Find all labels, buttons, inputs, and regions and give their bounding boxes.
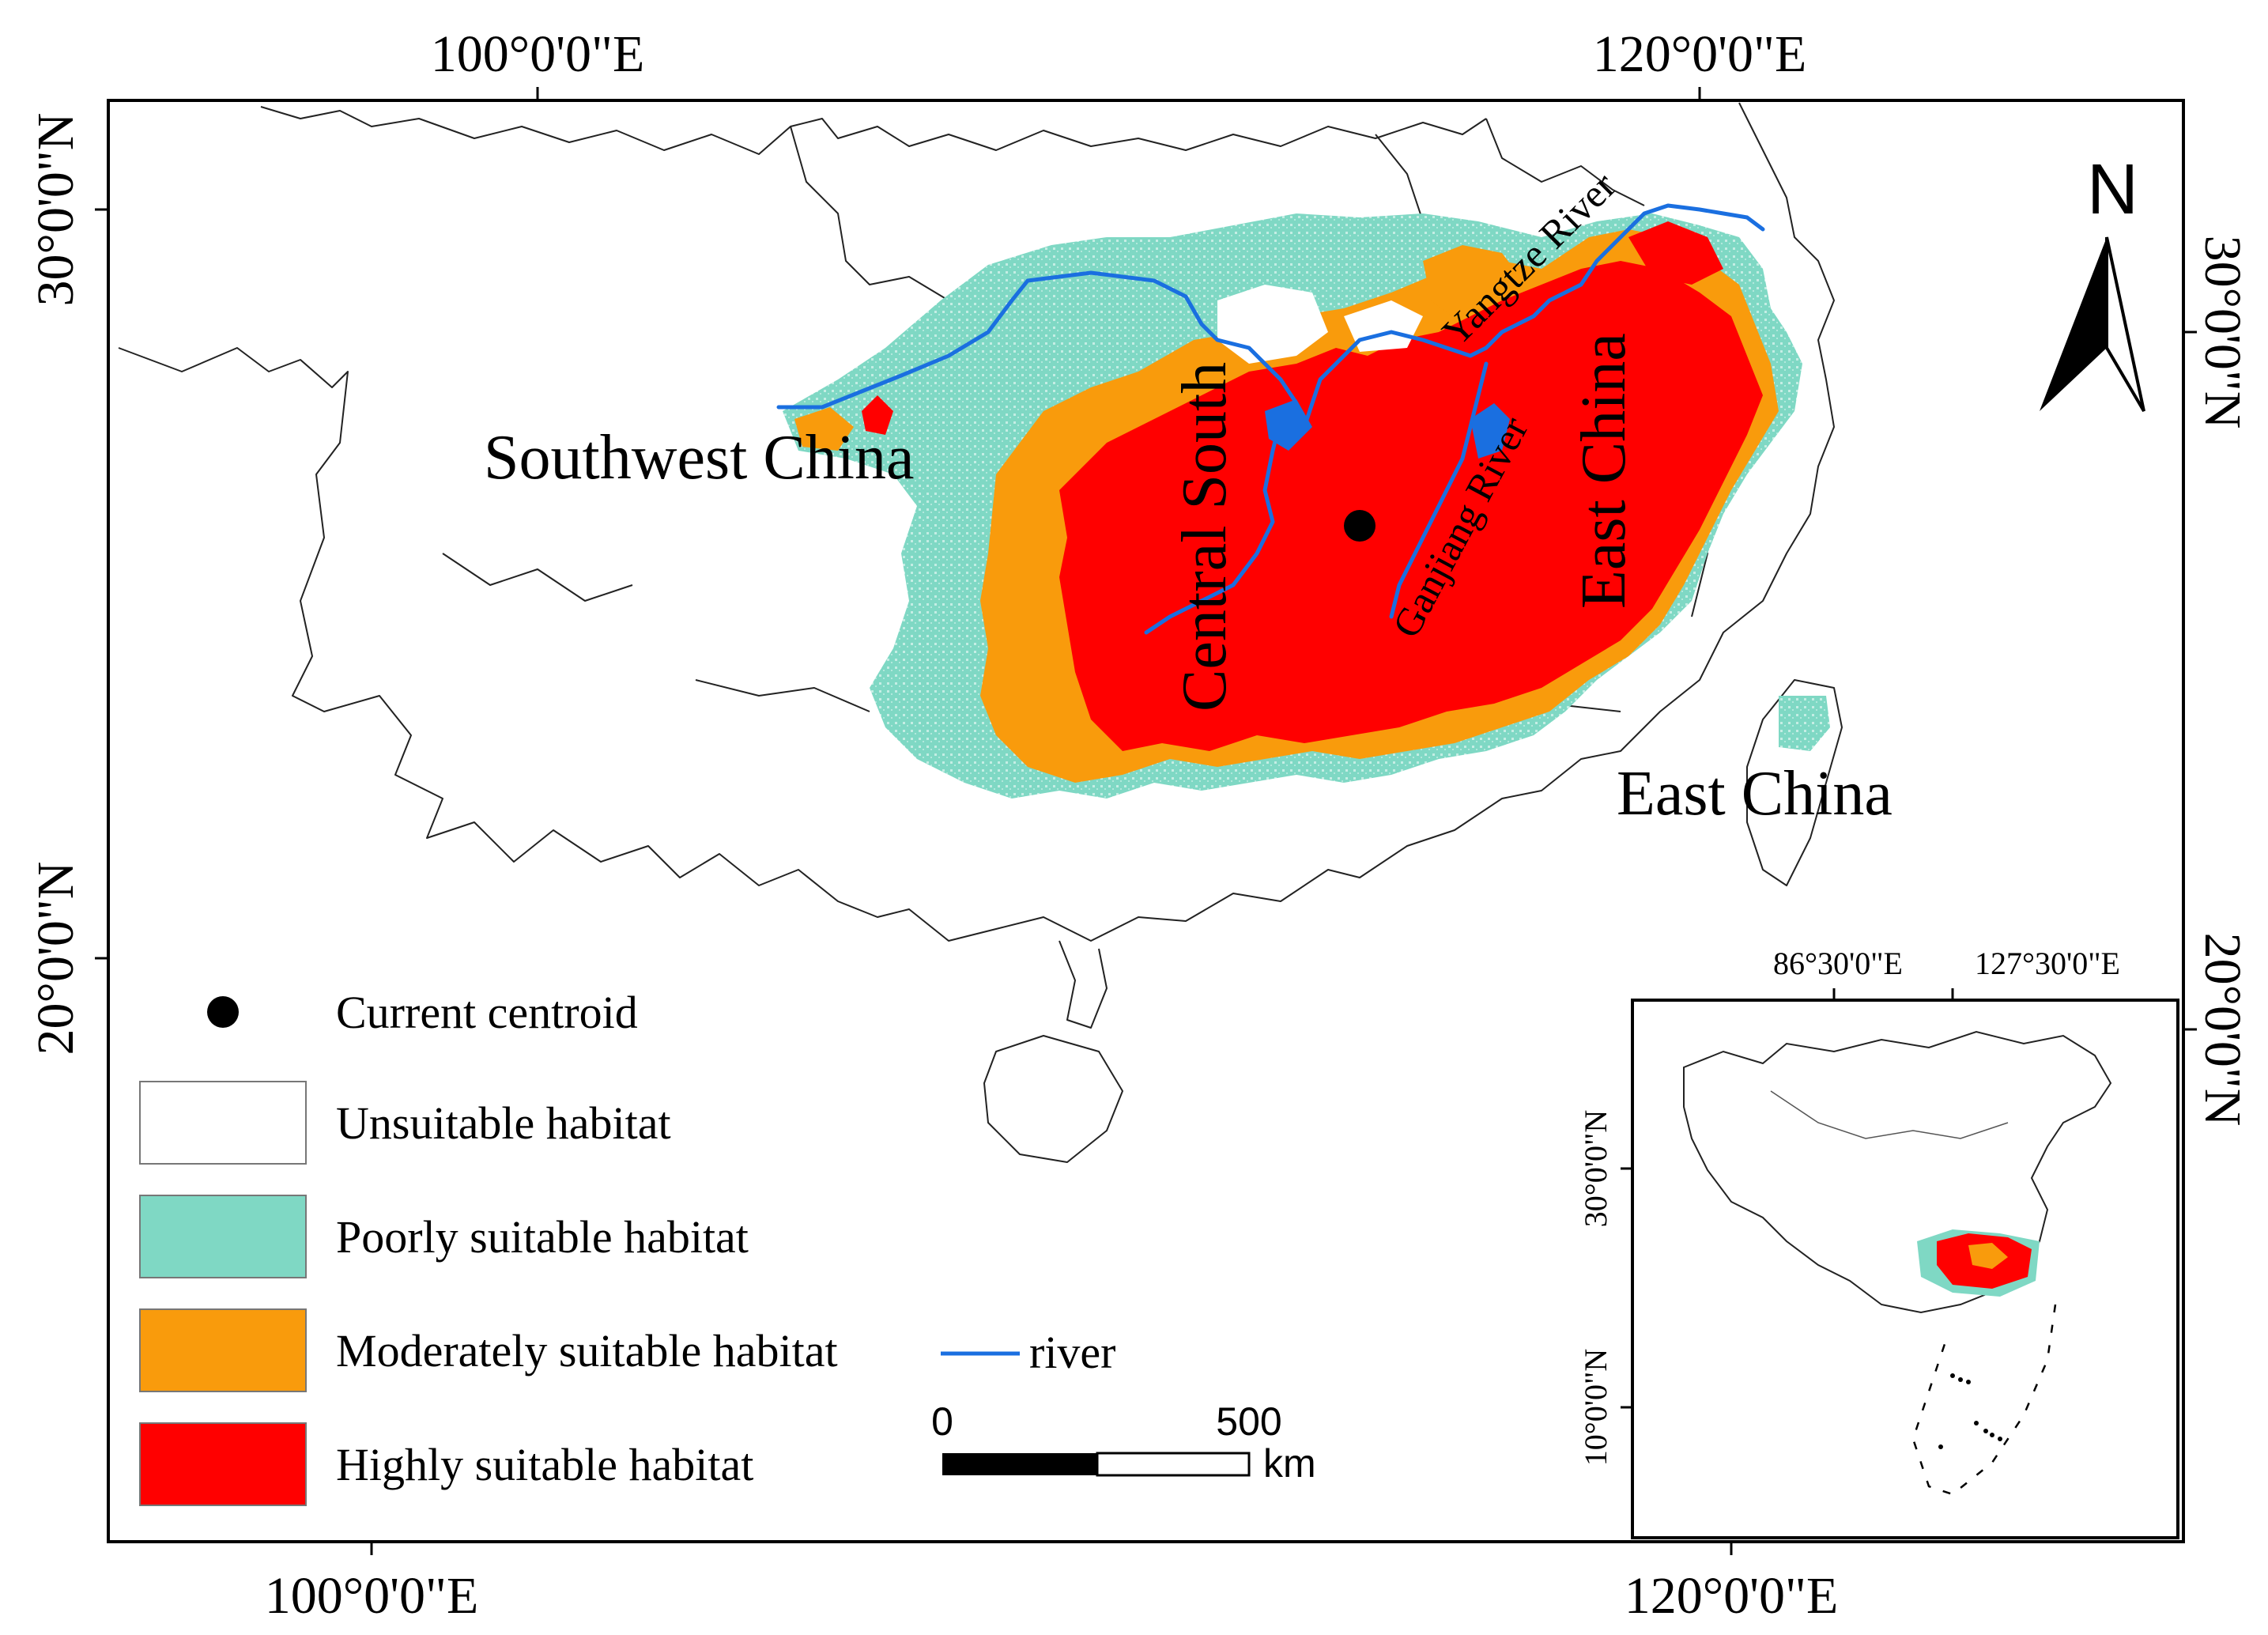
scale-bar-black-segment [942, 1453, 1097, 1475]
region-label-east-main: East China [1569, 333, 1639, 609]
region-label-southwest: Southwest China [484, 423, 914, 493]
china-outline [118, 102, 1835, 942]
current-centroid-marker [1344, 510, 1376, 542]
inset-coord-left-bottom: 10°0'0"N [1578, 1349, 1613, 1466]
scale-bar-white-segment [1096, 1452, 1251, 1477]
scale-bar: 0 500 km [931, 1399, 1316, 1486]
yangtze-river-line [776, 203, 1765, 429]
coord-top-left: 100°0'0"E [431, 25, 645, 83]
ganjiang-river-line [1389, 361, 1489, 619]
coord-right-top: 30°0'0"N [2194, 236, 2251, 429]
scale-bar-end: 500 [1216, 1399, 1281, 1444]
legend-poor-swatch [139, 1195, 307, 1278]
legend-unsuitable-label: Unsuitable habitat [336, 1097, 671, 1149]
legend-moderate-swatch [139, 1308, 307, 1392]
frame-ticks [95, 87, 2197, 1555]
legend-river-label: river [1029, 1327, 1116, 1378]
north-arrow-label: N [2087, 150, 2138, 229]
north-outline [260, 106, 1487, 155]
inset-nine-dash-line [1911, 1304, 2057, 1496]
inset-islands [1938, 1373, 2002, 1449]
inset-coord-top-right: 127°30'0"E [1975, 946, 2120, 981]
river-network [776, 203, 1765, 635]
north-arrow: N [2040, 150, 2145, 413]
inset-moderate-habitat [1968, 1243, 2008, 1269]
region-label-central-south: Central South [1170, 362, 1240, 712]
legend-centroid-label: Current centroid [336, 987, 638, 1038]
high-habitat-west [862, 395, 893, 435]
high-habitat-north [1628, 221, 1723, 285]
unsuitable-gap-dongting [1217, 285, 1328, 364]
taiwan-poor-habitat [1779, 696, 1830, 751]
moderate-habitat-west [794, 407, 854, 451]
inset-china-outline [1683, 1030, 2112, 1314]
scale-bar-unit: km [1263, 1441, 1316, 1486]
poyang-lake [1470, 403, 1510, 459]
legend-unsuitable-swatch [139, 1081, 307, 1165]
north-arrow-left-half [2040, 237, 2107, 411]
coord-left-bottom: 20°0'0"N [27, 862, 85, 1055]
region-label-east-taiwan: East China [1617, 759, 1893, 829]
coord-top-right: 120°0'0"E [1593, 25, 1807, 83]
inset-coord-left-top: 30°0'0"N [1578, 1110, 1613, 1227]
scale-bar-start: 0 [931, 1399, 953, 1444]
inset-map: 86°30'0"E 127°30'0"E 30°0'0"N 10°0'0"N [1578, 946, 2179, 1539]
legend-moderate-label: Moderately suitable habitat [336, 1325, 838, 1376]
inset-coord-top-left: 86°30'0"E [1773, 946, 1903, 981]
inset-ticks [1621, 988, 1954, 1409]
dongting-lake [1265, 399, 1312, 451]
map-body: Southwest China Central South East China… [118, 102, 2145, 1506]
coord-bottom-left: 100°0'0"E [265, 1567, 479, 1625]
coord-bottom-right: 120°0'0"E [1625, 1567, 1839, 1625]
legend-centroid-symbol [207, 996, 239, 1028]
inset-frame [1631, 999, 2179, 1539]
map-frame [107, 99, 2185, 1543]
legend-high-label: Highly suitable habitat [336, 1439, 753, 1490]
inset-inner-border [1770, 1090, 2009, 1139]
hainan-outline [983, 1035, 1123, 1163]
legend-high-swatch [139, 1422, 307, 1506]
coord-right-bottom: 20°0'0"N [2194, 933, 2251, 1127]
legend: Current centroid Unsuitable habitat Poor… [139, 987, 1116, 1506]
coord-left-top: 30°0'0"N [27, 113, 85, 307]
taiwan-outline [1746, 679, 1843, 886]
north-arrow-right-half [2105, 236, 2145, 413]
xiangjiang-river-line [1144, 417, 1283, 635]
legend-poor-label: Poorly suitable habitat [336, 1211, 749, 1263]
leizhou-outline [1059, 940, 1108, 1029]
high-habitat-area [1059, 261, 1763, 751]
